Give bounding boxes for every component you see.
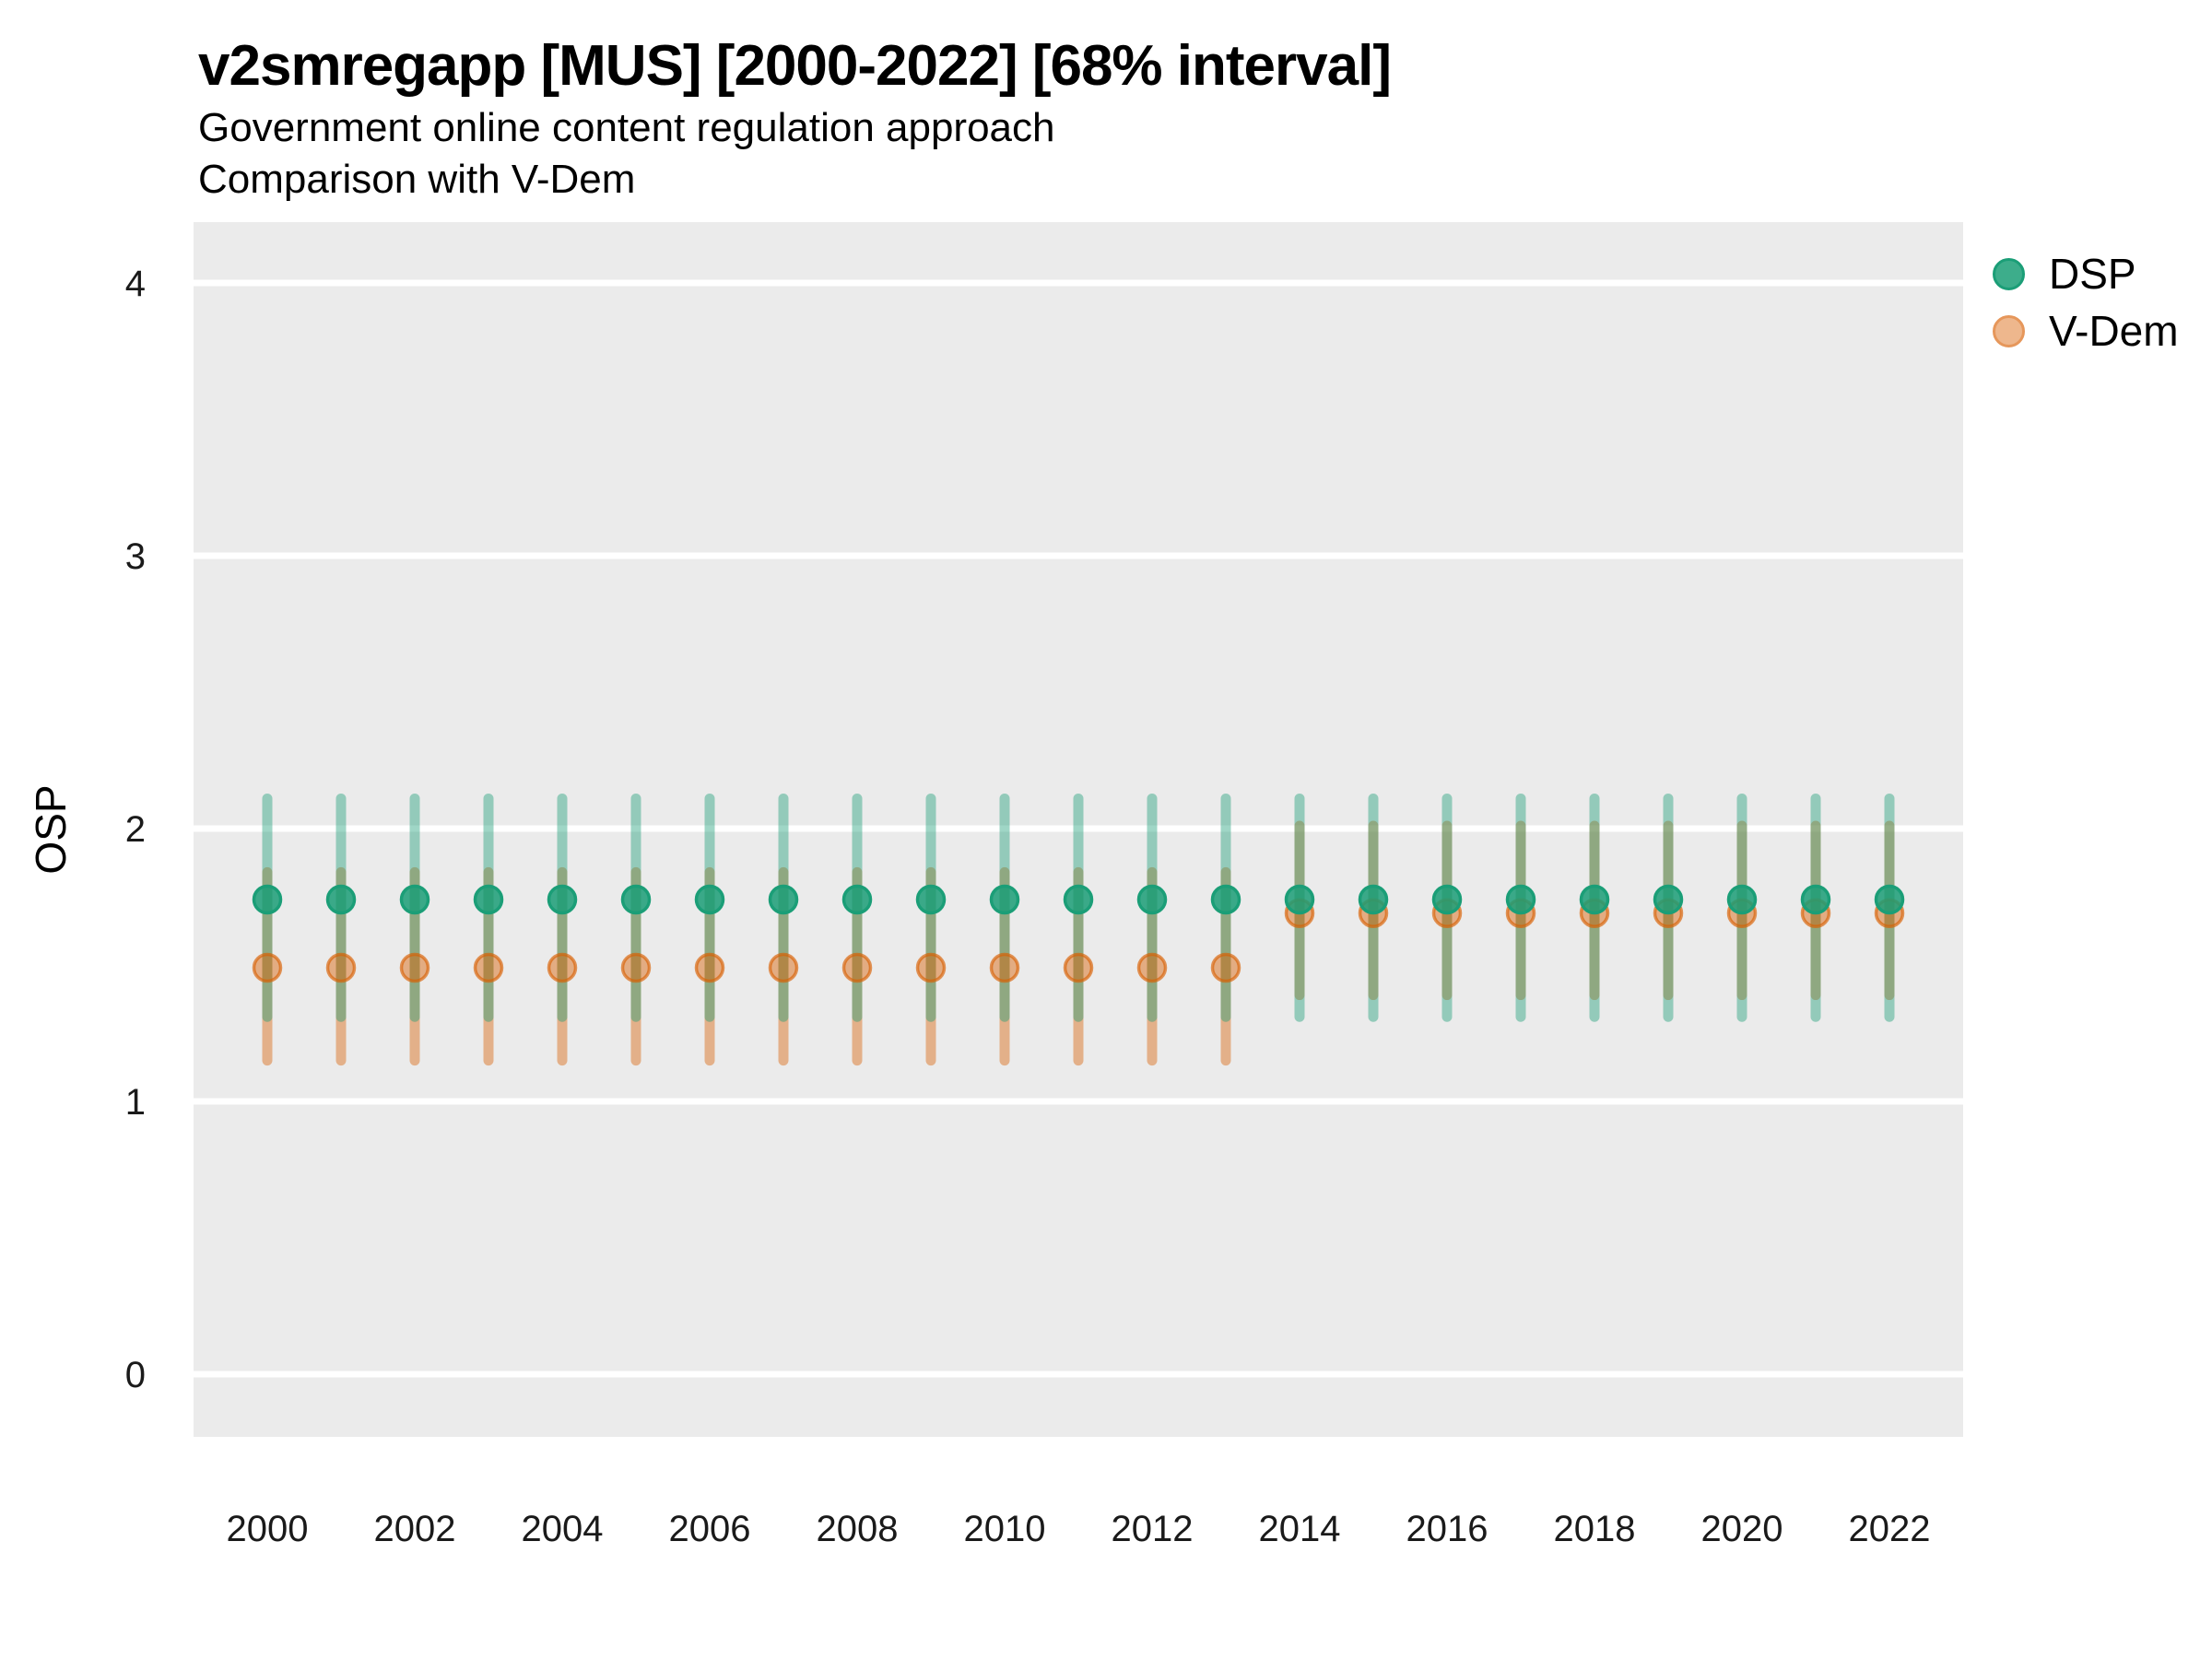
x-tick-label: 2004 — [522, 1509, 604, 1549]
dsp-point — [1800, 884, 1831, 915]
chart-subtitle-2: Comparison with V-Dem — [198, 157, 636, 202]
y-axis-title-text: OSP — [27, 784, 75, 875]
vdem-point — [1210, 952, 1241, 983]
chart-subtitle-1: Government online content regulation app… — [198, 105, 1055, 150]
vdem-point — [694, 952, 725, 983]
dsp-point — [1431, 884, 1463, 915]
y-tick-label: 0 — [125, 1355, 146, 1395]
vdem-point — [325, 952, 357, 983]
vdem-legend-label: V-Dem — [2049, 307, 2179, 355]
vdem-point — [1063, 952, 1094, 983]
dsp-point — [1136, 884, 1168, 915]
dsp-point — [1358, 884, 1389, 915]
y-tick-label: 4 — [125, 264, 146, 304]
dsp-point — [989, 884, 1020, 915]
dsp-point — [768, 884, 799, 915]
x-tick-label: 2010 — [964, 1509, 1046, 1549]
x-tick-label: 2020 — [1701, 1509, 1783, 1549]
x-tick-label: 2022 — [1849, 1509, 1931, 1549]
dsp-point — [694, 884, 725, 915]
y-tick-label: 1 — [125, 1082, 146, 1123]
vdem-point — [1136, 952, 1168, 983]
vdem-point — [473, 952, 504, 983]
dsp-point — [473, 884, 504, 915]
y-tick-label: 3 — [125, 536, 146, 577]
dsp-point — [841, 884, 873, 915]
dsp-point — [1726, 884, 1758, 915]
vdem-point — [915, 952, 947, 983]
dsp-point — [399, 884, 430, 915]
x-tick-label: 2002 — [374, 1509, 456, 1549]
chart-title: v2smregapp [MUS] [2000-2022] [68% interv… — [198, 34, 1392, 98]
dsp-point — [1284, 884, 1315, 915]
x-tick-label: 2018 — [1554, 1509, 1636, 1549]
dsp-point — [1874, 884, 1905, 915]
x-tick-label: 2016 — [1406, 1509, 1488, 1549]
dsp-legend-label: DSP — [2049, 250, 2136, 298]
vdem-point — [399, 952, 430, 983]
dsp-legend-swatch — [1993, 257, 2025, 290]
dsp-point — [620, 884, 652, 915]
x-tick-label: 2006 — [669, 1509, 751, 1549]
vdem-point — [768, 952, 799, 983]
vdem-point — [989, 952, 1020, 983]
dsp-point — [1579, 884, 1610, 915]
vdem-legend-swatch — [1993, 314, 2025, 347]
x-tick-label: 2000 — [227, 1509, 309, 1549]
x-tick-label: 2012 — [1112, 1509, 1194, 1549]
dsp-point — [1210, 884, 1241, 915]
legend-item-vdem: V-Dem — [1993, 302, 2179, 359]
x-tick-label: 2008 — [817, 1509, 899, 1549]
dsp-point — [1063, 884, 1094, 915]
vdem-point — [620, 952, 652, 983]
dsp-point — [252, 884, 283, 915]
x-tick-label: 2014 — [1259, 1509, 1341, 1549]
dsp-point — [547, 884, 578, 915]
legend-item-dsp: DSP — [1993, 245, 2179, 302]
dsp-point — [915, 884, 947, 915]
dsp-point — [325, 884, 357, 915]
vdem-point — [547, 952, 578, 983]
y-tick-label: 2 — [125, 809, 146, 850]
dsp-point — [1505, 884, 1536, 915]
vdem-point — [841, 952, 873, 983]
vdem-point — [252, 952, 283, 983]
legend: DSP V-Dem — [1993, 245, 2179, 359]
dsp-point — [1653, 884, 1684, 915]
